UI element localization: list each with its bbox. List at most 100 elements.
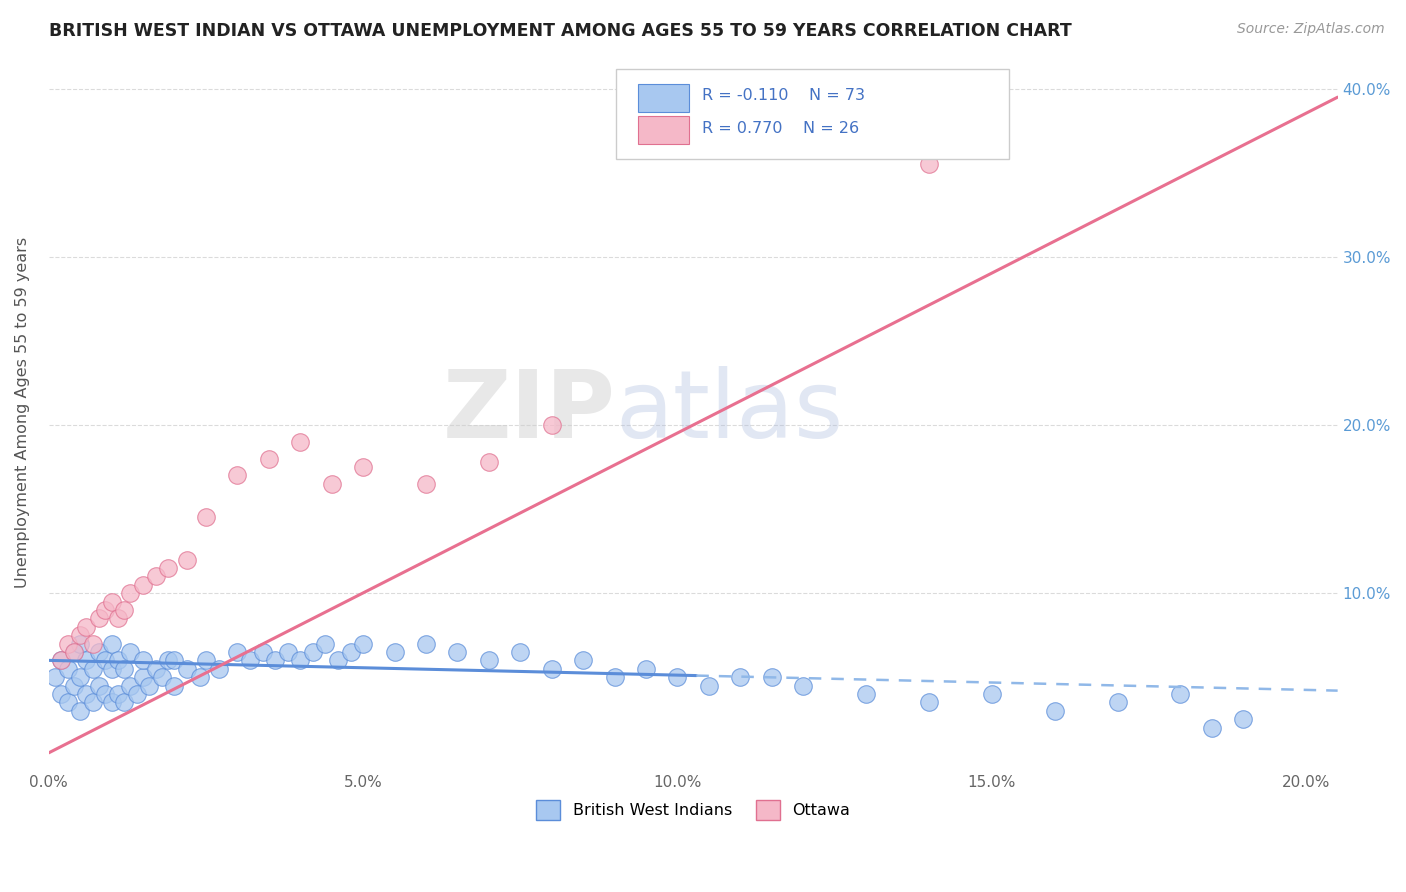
Point [107, 611, 129, 625]
Point [120, 586, 142, 600]
Point [509, 645, 531, 659]
Y-axis label: Unemployment Among Ages 55 to 59 years: Unemployment Among Ages 55 to 59 years [15, 237, 30, 588]
Point [51, 653, 73, 667]
Point [792, 679, 814, 693]
Text: Source: ZipAtlas.com: Source: ZipAtlas.com [1237, 22, 1385, 37]
Point [157, 653, 180, 667]
Point [257, 451, 280, 466]
Point [145, 569, 167, 583]
Point [572, 653, 595, 667]
Point [82, 662, 104, 676]
Point [157, 561, 180, 575]
Point [132, 670, 155, 684]
Point [730, 670, 752, 684]
Point [352, 460, 374, 475]
Point [1232, 712, 1254, 726]
FancyBboxPatch shape [616, 70, 1010, 159]
Point [51, 653, 73, 667]
Point [855, 687, 877, 701]
Point [76, 653, 98, 667]
Point [478, 653, 501, 667]
Point [87, 611, 110, 625]
Point [339, 645, 361, 659]
Point [314, 636, 336, 650]
Point [176, 662, 198, 676]
Legend: British West Indians, Ottawa: British West Indians, Ottawa [530, 794, 856, 826]
Point [163, 653, 186, 667]
Point [301, 645, 323, 659]
Point [44, 670, 66, 684]
Text: R = 0.770    N = 26: R = 0.770 N = 26 [702, 120, 859, 136]
Point [94, 687, 117, 701]
Point [290, 434, 312, 449]
Point [666, 670, 689, 684]
FancyBboxPatch shape [638, 116, 689, 145]
Point [540, 662, 562, 676]
Point [1107, 695, 1129, 709]
Point [69, 628, 91, 642]
Point [478, 455, 501, 469]
Point [290, 653, 312, 667]
Point [145, 662, 167, 676]
Point [321, 476, 343, 491]
Point [163, 679, 186, 693]
Point [252, 645, 274, 659]
Point [176, 552, 198, 566]
Point [239, 653, 262, 667]
Point [761, 670, 783, 684]
Point [107, 687, 129, 701]
Point [63, 645, 86, 659]
Point [540, 417, 562, 432]
Point [94, 653, 117, 667]
Point [63, 679, 86, 693]
Point [82, 636, 104, 650]
FancyBboxPatch shape [638, 84, 689, 112]
Point [1170, 687, 1192, 701]
Point [112, 603, 135, 617]
Point [264, 653, 287, 667]
Point [132, 653, 155, 667]
Point [69, 670, 91, 684]
Point [112, 662, 135, 676]
Point [207, 662, 229, 676]
Point [415, 476, 437, 491]
Point [100, 695, 122, 709]
Text: ZIP: ZIP [443, 367, 616, 458]
Point [634, 662, 657, 676]
Point [69, 704, 91, 718]
Point [69, 636, 91, 650]
Point [226, 645, 249, 659]
Point [415, 636, 437, 650]
Point [326, 653, 349, 667]
Point [56, 662, 79, 676]
Point [51, 687, 73, 701]
Point [56, 695, 79, 709]
Point [56, 636, 79, 650]
Point [100, 662, 122, 676]
Point [100, 636, 122, 650]
Point [94, 603, 117, 617]
Point [918, 157, 941, 171]
Point [87, 645, 110, 659]
Text: BRITISH WEST INDIAN VS OTTAWA UNEMPLOYMENT AMONG AGES 55 TO 59 YEARS CORRELATION: BRITISH WEST INDIAN VS OTTAWA UNEMPLOYME… [49, 22, 1071, 40]
Point [107, 653, 129, 667]
Point [446, 645, 468, 659]
Point [112, 695, 135, 709]
Point [918, 695, 941, 709]
Point [132, 578, 155, 592]
Point [76, 687, 98, 701]
Point [100, 594, 122, 608]
Point [194, 510, 217, 524]
Point [603, 670, 626, 684]
Point [1201, 721, 1223, 735]
Point [697, 679, 720, 693]
Point [384, 645, 406, 659]
Point [194, 653, 217, 667]
Point [226, 468, 249, 483]
Point [1043, 704, 1066, 718]
Point [120, 679, 142, 693]
Point [120, 645, 142, 659]
Point [980, 687, 1002, 701]
Point [188, 670, 211, 684]
Point [63, 645, 86, 659]
